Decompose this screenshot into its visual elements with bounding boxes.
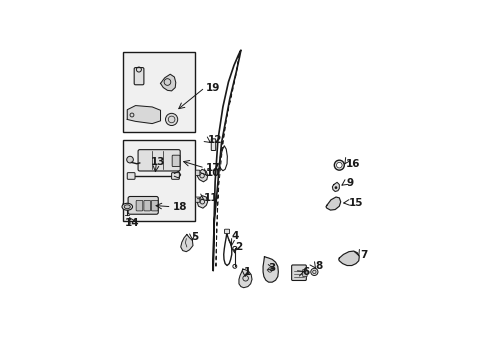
Text: 13: 13 — [150, 157, 165, 167]
Circle shape — [165, 113, 177, 126]
FancyBboxPatch shape — [143, 201, 150, 211]
Text: 11: 11 — [203, 193, 218, 203]
Text: 3: 3 — [268, 263, 275, 273]
FancyBboxPatch shape — [195, 197, 200, 202]
FancyBboxPatch shape — [195, 170, 200, 175]
Ellipse shape — [122, 203, 132, 210]
Text: 9: 9 — [346, 178, 353, 188]
FancyBboxPatch shape — [134, 68, 143, 85]
FancyBboxPatch shape — [211, 139, 215, 150]
Text: 2: 2 — [235, 242, 242, 252]
FancyBboxPatch shape — [302, 269, 306, 276]
Polygon shape — [127, 105, 160, 123]
FancyBboxPatch shape — [224, 229, 229, 234]
Text: 10: 10 — [206, 168, 220, 179]
Text: 6: 6 — [301, 267, 308, 277]
Bar — [123, 51, 195, 132]
Text: 19: 19 — [206, 82, 220, 93]
Text: 18: 18 — [173, 202, 187, 212]
FancyBboxPatch shape — [136, 201, 142, 211]
Circle shape — [334, 186, 337, 189]
FancyBboxPatch shape — [127, 173, 135, 179]
FancyBboxPatch shape — [172, 155, 180, 167]
Circle shape — [126, 156, 133, 163]
Text: 15: 15 — [348, 198, 363, 208]
Text: 1: 1 — [243, 267, 250, 277]
Circle shape — [334, 160, 344, 170]
Polygon shape — [263, 257, 278, 282]
Polygon shape — [197, 169, 207, 182]
FancyBboxPatch shape — [291, 265, 305, 280]
Circle shape — [336, 162, 342, 168]
FancyBboxPatch shape — [138, 150, 180, 171]
Text: 5: 5 — [191, 232, 198, 242]
Polygon shape — [160, 74, 175, 91]
Bar — [123, 140, 195, 221]
Polygon shape — [239, 269, 251, 288]
Polygon shape — [338, 251, 359, 266]
FancyBboxPatch shape — [151, 201, 158, 211]
Text: 16: 16 — [346, 159, 360, 169]
Text: 8: 8 — [315, 261, 323, 271]
Polygon shape — [197, 195, 207, 208]
Text: 17: 17 — [206, 163, 221, 173]
FancyBboxPatch shape — [128, 197, 158, 214]
Text: 12: 12 — [207, 135, 222, 145]
Circle shape — [310, 268, 317, 275]
Polygon shape — [181, 234, 193, 252]
Polygon shape — [332, 183, 339, 192]
Text: 7: 7 — [359, 250, 366, 260]
Polygon shape — [325, 197, 340, 210]
Text: 4: 4 — [231, 231, 238, 241]
Ellipse shape — [124, 205, 130, 209]
Text: 14: 14 — [124, 219, 139, 228]
FancyBboxPatch shape — [171, 173, 179, 179]
